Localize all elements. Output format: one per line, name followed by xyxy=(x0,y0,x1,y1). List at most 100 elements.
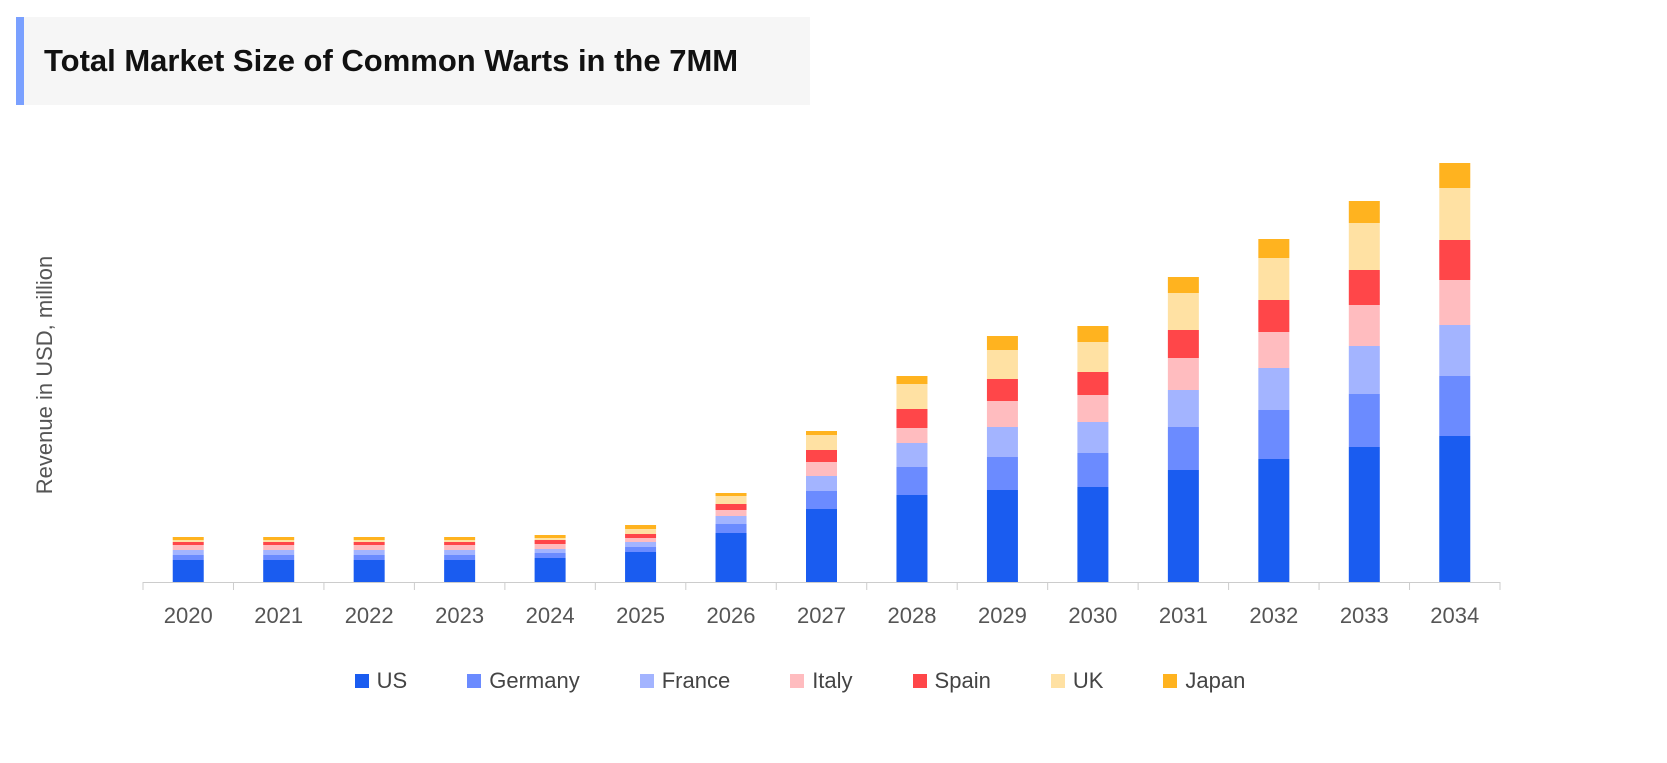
bar-segment-germany-2023 xyxy=(444,555,476,560)
bar-segment-us-2034 xyxy=(1439,436,1471,582)
bar-segment-japan-2033 xyxy=(1348,201,1380,223)
bar-segment-france-2021 xyxy=(263,550,295,555)
bar-segment-italy-2026 xyxy=(715,510,747,516)
x-tick-label: 2033 xyxy=(1340,603,1389,628)
bar-segment-uk-2026 xyxy=(715,496,747,504)
bar-segment-us-2024 xyxy=(534,558,566,582)
legend-item-us[interactable]: US xyxy=(354,668,408,694)
legend-label: Spain xyxy=(934,668,991,693)
bar-segment-spain-2021 xyxy=(263,542,295,545)
legend-item-uk[interactable]: UK xyxy=(1050,668,1104,694)
bar-segment-uk-2021 xyxy=(263,540,295,542)
x-tick-label: 2031 xyxy=(1159,603,1208,628)
x-tick-label: 2028 xyxy=(887,603,936,628)
bar-segment-spain-2032 xyxy=(1258,300,1290,332)
bar-segment-france-2028 xyxy=(896,443,928,467)
bar-segment-germany-2021 xyxy=(263,555,295,560)
x-tick-label: 2023 xyxy=(435,603,484,628)
x-tick-label: 2021 xyxy=(254,603,303,628)
bar-segment-us-2031 xyxy=(1167,470,1199,582)
bar-segment-italy-2021 xyxy=(263,545,295,550)
bar-segment-spain-2027 xyxy=(806,450,837,462)
bar-segment-spain-2029 xyxy=(986,379,1018,401)
bar-segment-us-2027 xyxy=(806,509,837,582)
legend-item-germany[interactable]: Germany xyxy=(467,668,580,694)
bar-segment-japan-2024 xyxy=(534,535,566,538)
legend-swatch xyxy=(912,674,927,688)
bar-segment-us-2022 xyxy=(353,560,385,582)
bar-segment-germany-2022 xyxy=(353,555,385,560)
bar-segment-italy-2020 xyxy=(172,545,204,550)
bar-segment-france-2029 xyxy=(986,427,1018,457)
legend-swatch xyxy=(354,674,369,688)
bar-segment-france-2024 xyxy=(534,549,566,553)
bar-segment-germany-2030 xyxy=(1077,453,1109,487)
bar-segment-japan-2023 xyxy=(444,537,476,540)
x-tick-label: 2034 xyxy=(1430,603,1479,628)
bar-segment-germany-2031 xyxy=(1167,427,1199,470)
bar-segment-japan-2032 xyxy=(1258,239,1290,258)
bar-segment-japan-2029 xyxy=(986,336,1018,350)
x-tick-label: 2020 xyxy=(164,603,213,628)
legend-label: UK xyxy=(1072,668,1104,693)
bar-segment-spain-2025 xyxy=(625,534,657,538)
bar-segment-spain-2024 xyxy=(534,540,566,544)
bar-segment-uk-2034 xyxy=(1439,188,1471,240)
bar-segment-italy-2023 xyxy=(444,545,476,550)
bar-segment-germany-2034 xyxy=(1439,376,1471,436)
bar-segment-france-2020 xyxy=(172,550,204,555)
bar-segment-uk-2031 xyxy=(1167,293,1199,330)
bar-segment-germany-2027 xyxy=(806,491,837,509)
bar-segment-uk-2023 xyxy=(444,540,476,542)
bar-segment-uk-2024 xyxy=(534,538,566,540)
x-tick-label: 2029 xyxy=(978,603,1027,628)
x-tick-label: 2026 xyxy=(707,603,756,628)
legend-label: Italy xyxy=(812,668,853,693)
bar-segment-uk-2027 xyxy=(806,435,837,450)
legend-label: France xyxy=(661,668,731,693)
bar-segment-uk-2028 xyxy=(896,384,928,409)
bar-segment-japan-2030 xyxy=(1077,326,1109,342)
bar-segment-france-2022 xyxy=(353,550,385,555)
bar-segment-uk-2022 xyxy=(353,540,385,542)
bar-segment-spain-2028 xyxy=(896,409,928,428)
bar-segment-italy-2029 xyxy=(986,401,1018,427)
bar-segment-germany-2033 xyxy=(1348,394,1380,447)
legend-swatch xyxy=(790,674,805,688)
bar-segment-uk-2020 xyxy=(172,540,204,542)
bar-segment-france-2027 xyxy=(806,476,837,491)
bar-segment-germany-2026 xyxy=(715,524,747,533)
bar-segment-us-2030 xyxy=(1077,487,1109,582)
bar-segment-spain-2020 xyxy=(172,542,204,545)
bar-segment-france-2031 xyxy=(1167,390,1199,427)
legend-item-france[interactable]: France xyxy=(639,668,731,694)
legend-item-italy[interactable]: Italy xyxy=(790,668,853,694)
bar-segment-us-2023 xyxy=(444,560,476,582)
legend-label: US xyxy=(376,668,408,693)
bar-segment-france-2033 xyxy=(1348,346,1380,394)
bar-segment-italy-2031 xyxy=(1167,358,1199,390)
bar-segment-italy-2034 xyxy=(1439,280,1471,325)
x-tick-label: 2030 xyxy=(1068,603,1117,628)
bar-segment-italy-2022 xyxy=(353,545,385,550)
y-axis-label: Revenue in USD, million xyxy=(32,256,57,494)
bar-segment-japan-2028 xyxy=(896,376,928,384)
bar-segment-italy-2028 xyxy=(896,428,928,443)
bar-segment-uk-2030 xyxy=(1077,342,1109,372)
legend-swatch xyxy=(639,674,654,688)
bar-segment-japan-2021 xyxy=(263,537,295,540)
bar-segment-uk-2032 xyxy=(1258,258,1290,300)
bar-segment-germany-2028 xyxy=(896,467,928,495)
bar-segment-us-2029 xyxy=(986,490,1018,582)
bar-segment-france-2032 xyxy=(1258,368,1290,410)
x-tick-label: 2025 xyxy=(616,603,665,628)
legend-item-spain[interactable]: Spain xyxy=(912,668,991,694)
x-tick-label: 2027 xyxy=(797,603,846,628)
bar-segment-germany-2024 xyxy=(534,553,566,558)
legend-swatch xyxy=(1163,674,1178,688)
legend-item-japan[interactable]: Japan xyxy=(1163,668,1245,694)
bar-segment-germany-2025 xyxy=(625,547,657,552)
bar-segment-spain-2031 xyxy=(1167,330,1199,358)
bar-segment-france-2023 xyxy=(444,550,476,555)
